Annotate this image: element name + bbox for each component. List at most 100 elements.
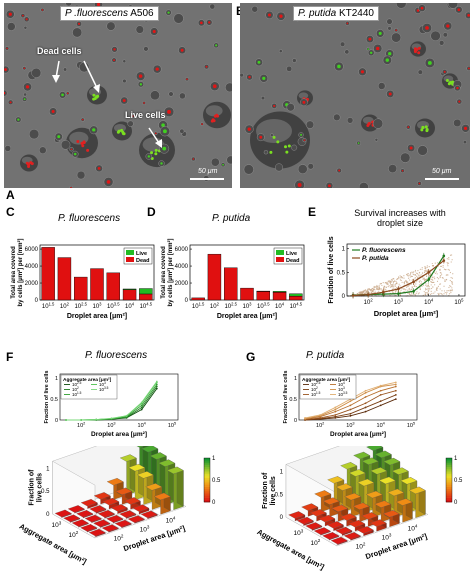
cell	[6, 47, 8, 50]
series-point	[364, 410, 367, 413]
series-point	[394, 385, 397, 388]
series-point	[364, 406, 367, 409]
cell	[57, 135, 61, 139]
z-tick-label: 1	[280, 470, 284, 476]
scatter-point	[405, 280, 407, 282]
bar3d-top	[387, 488, 405, 497]
colorbar-segment	[446, 469, 452, 472]
scatter-point	[416, 273, 419, 275]
scatter-point	[444, 279, 446, 281]
scatter-point	[374, 291, 376, 293]
scatter-point	[450, 261, 452, 263]
scatter-point	[418, 271, 421, 274]
x-tick-label: 102	[114, 533, 124, 542]
bar3d-top	[327, 476, 345, 484]
z-tick-label: 0.5	[41, 489, 50, 495]
scatter-point	[451, 259, 453, 261]
cell	[416, 9, 420, 12]
scatter-point	[408, 292, 410, 294]
scatter-point	[446, 258, 448, 260]
scatter-point	[437, 285, 439, 287]
cell	[70, 148, 73, 151]
scatter-point	[379, 283, 381, 285]
series-point	[427, 278, 430, 281]
y-tick-label: 102	[310, 538, 320, 547]
micrograph-b	[240, 3, 470, 188]
small-droplet	[150, 90, 160, 101]
x-axis-label: Droplet area [μm²]	[122, 523, 186, 553]
scatter-point	[383, 287, 385, 289]
scatter-point	[450, 280, 453, 283]
small-droplet	[243, 164, 254, 175]
colorbar-segment	[446, 484, 452, 487]
colorbar-segment	[446, 462, 452, 465]
scatter-point	[411, 293, 413, 295]
series-point	[364, 389, 367, 392]
y-tick-label: 2000	[25, 281, 39, 287]
series-point	[379, 394, 382, 396]
scatter-point	[444, 280, 446, 282]
scatter-point	[433, 292, 435, 294]
scatter-point	[440, 274, 443, 276]
scatter-point	[360, 291, 362, 293]
colorbar-frame	[445, 457, 453, 503]
scatter-point	[401, 287, 403, 290]
droplet-highlight	[205, 105, 223, 117]
bar3d-top	[110, 504, 128, 512]
x-tick-label: 104	[275, 301, 285, 310]
small-droplet	[270, 133, 274, 137]
scatter-point	[403, 281, 405, 284]
scatter-point	[424, 265, 426, 268]
scatter-point	[451, 281, 454, 283]
cell	[66, 92, 69, 95]
small-droplet	[297, 164, 308, 174]
scatter-point	[440, 272, 442, 274]
chart-e-title: Survival increases with droplet size	[335, 208, 465, 228]
x-axis-label: Droplet area [μm²]	[330, 431, 386, 438]
small-droplet	[225, 82, 232, 93]
bar-dead	[90, 268, 104, 301]
legend-dead-swatch	[276, 257, 284, 262]
colorbar-segment	[204, 484, 210, 487]
x-tick-label: 102	[77, 422, 85, 429]
bar3d-top	[356, 526, 374, 534]
series-point	[351, 294, 355, 297]
cell	[122, 99, 126, 102]
small-droplet	[173, 13, 184, 24]
y-tick-label: 0	[185, 298, 189, 304]
scatter-point	[425, 292, 427, 294]
bar3d-top	[361, 512, 379, 520]
small-droplet	[143, 46, 149, 52]
chart-d-title: P. putida	[212, 213, 251, 224]
series-point	[397, 292, 400, 295]
scatter-point	[390, 284, 392, 286]
series-point	[442, 259, 446, 262]
colorbar-segment	[446, 495, 452, 498]
scale-bar-a	[190, 178, 224, 180]
scatter-point	[440, 265, 442, 267]
series-point	[366, 293, 370, 296]
bar3d-top	[102, 497, 120, 506]
series-point	[412, 280, 415, 284]
y-tick-label: 0.5	[50, 397, 58, 403]
cell	[113, 48, 116, 51]
panel-letter-e: E	[308, 205, 317, 219]
z-tick-label: 1	[46, 466, 50, 472]
bar3d-top	[382, 510, 400, 518]
scatter-point	[395, 280, 397, 282]
colorbar-tick-label: 0.5	[454, 478, 463, 484]
scatter-point	[373, 285, 375, 288]
chart-g-title: P. putida	[306, 350, 345, 361]
scatter-point	[395, 282, 398, 285]
scatter-point	[418, 284, 421, 286]
small-droplet	[417, 145, 428, 156]
series-point	[140, 401, 143, 404]
colorbar-tick-label: 0.5	[212, 478, 221, 484]
bar3d-top	[93, 492, 111, 500]
scatter-point	[403, 282, 406, 285]
series-point	[304, 417, 306, 419]
colorbar-tick-label: 0	[212, 500, 216, 506]
scatter-point	[361, 292, 363, 294]
scatter-point	[411, 271, 413, 273]
x-tick-label: 103	[346, 422, 354, 429]
